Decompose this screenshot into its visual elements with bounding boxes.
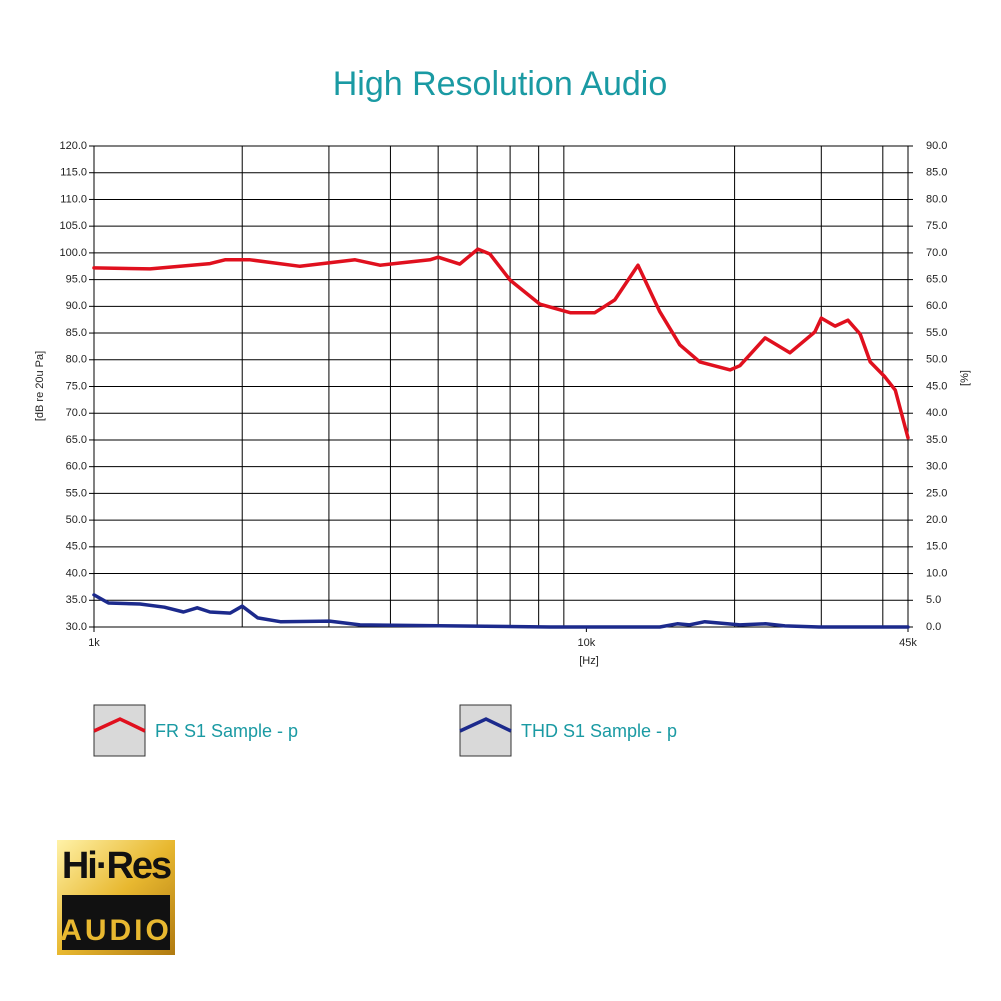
y-tick-label: 80.0 [66,354,87,366]
y-tick-label: 30.0 [66,621,87,633]
legend-label: FR S1 Sample - p [155,721,298,741]
legend-line [459,717,512,733]
y-tick-label: 105.0 [59,220,87,232]
logo: Hi·Res AUDIO [57,840,175,955]
legend-line [93,717,146,733]
y2-tick-label: 15.0 [926,541,947,553]
y2-tick-label: 50.0 [926,354,947,366]
y2-tick-label: 0.0 [926,621,941,633]
y-tick-label: 70.0 [66,407,87,419]
y-tick-label: 50.0 [66,514,87,526]
y-tick-label: 65.0 [66,434,87,446]
y-tick-label: 95.0 [66,274,87,286]
y2-tick-label: 10.0 [926,567,947,579]
y-tick-label: 40.0 [66,567,87,579]
y2-tick-label: 60.0 [926,300,947,312]
series-line [92,247,910,440]
y-tick-label: 75.0 [66,380,87,392]
y2-tick-label: 85.0 [926,167,947,179]
y2-tick-label: 25.0 [926,487,947,499]
x-tick-label: 1k [88,637,100,649]
y2-tick-label: 55.0 [926,327,947,339]
x-tick-label: 10k [577,637,595,649]
y2-tick-label: 90.0 [926,140,947,152]
y2-axis-label: [%] [959,370,971,386]
y-tick-label: 115.0 [60,167,87,179]
y2-tick-label: 5.0 [926,594,941,606]
chart-title: High Resolution Audio [333,65,668,103]
x-axis-label: [Hz] [579,655,599,667]
logo-band [62,895,170,950]
y-tick-label: 110.0 [60,193,87,205]
legend-swatch [93,704,146,757]
y2-tick-label: 70.0 [926,247,947,259]
y2-tick-label: 80.0 [926,193,947,205]
y-tick-label: 85.0 [66,327,87,339]
y-tick-label: 35.0 [66,594,87,606]
y-axis-label: [dB re 20u Pa] [34,351,46,421]
series-line [92,593,910,629]
y-tick-label: 90.0 [66,300,87,312]
x-tick-label: 45k [899,637,917,649]
y-tick-label: 55.0 [66,487,87,499]
legend-label: THD S1 Sample - p [521,721,677,741]
y2-tick-label: 35.0 [926,434,947,446]
y-tick-label: 120.0 [59,140,87,152]
y2-tick-label: 65.0 [926,274,947,286]
y2-tick-label: 20.0 [926,514,947,526]
y-tick-label: 60.0 [66,461,87,473]
logo-bottom: AUDIO [60,914,172,947]
y-tick-label: 100.0 [59,247,87,259]
y2-tick-label: 30.0 [926,461,947,473]
legend-swatch [459,704,512,757]
y2-tick-label: 75.0 [926,220,947,232]
y2-tick-label: 40.0 [926,407,947,419]
y-tick-label: 45.0 [66,541,87,553]
logo-top: Hi·Res [62,845,171,887]
y2-tick-label: 45.0 [926,380,947,392]
